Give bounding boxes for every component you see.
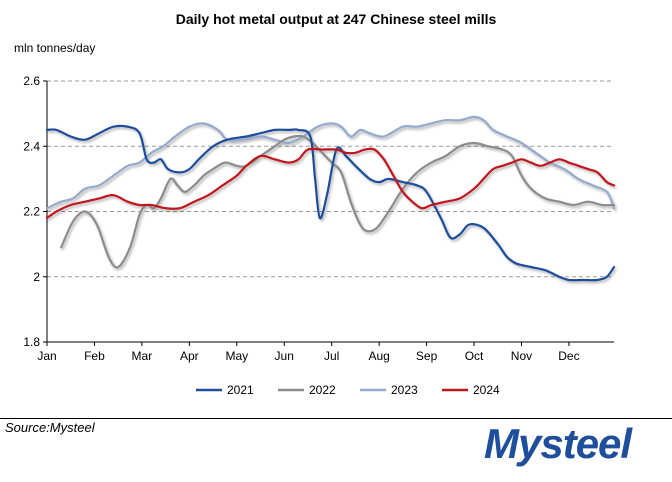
axes bbox=[43, 80, 614, 346]
logo-text: Mysteel bbox=[484, 420, 632, 467]
series-lines bbox=[45, 115, 616, 282]
source-divider bbox=[0, 418, 672, 419]
x-tick-label: May bbox=[225, 349, 248, 363]
x-tick-label: Aug bbox=[368, 349, 389, 363]
legend-label-2022: 2022 bbox=[309, 383, 336, 397]
legend-label-2023: 2023 bbox=[391, 383, 418, 397]
x-tick-label: Jul bbox=[324, 349, 339, 363]
mysteel-logo: Mysteel bbox=[484, 420, 632, 468]
series-line-2024 bbox=[45, 147, 616, 220]
y-axis-unit-label: mln tonnes/day bbox=[14, 41, 95, 55]
series-line-2021 bbox=[45, 124, 616, 282]
y-tick-label: 1.8 bbox=[23, 335, 40, 349]
legend: 2021 2022 2023 2024 bbox=[196, 383, 500, 397]
x-tick-label: Dec bbox=[558, 349, 579, 363]
x-tick-label: Apr bbox=[180, 349, 199, 363]
series-line-2023 bbox=[45, 115, 616, 210]
series-line-2022 bbox=[60, 134, 616, 269]
y-tick-label: 2 bbox=[33, 270, 40, 284]
x-tick-label: Sep bbox=[416, 349, 438, 363]
x-tick-label: Oct bbox=[465, 349, 484, 363]
x-tick-label: Nov bbox=[511, 349, 532, 363]
x-tick-label: Mar bbox=[132, 349, 153, 363]
chart-title: Daily hot metal output at 247 Chinese st… bbox=[176, 11, 497, 27]
legend-label-2021: 2021 bbox=[227, 383, 254, 397]
y-tick-label: 2.4 bbox=[23, 139, 40, 153]
y-tick-labels: 1.8 2 2.2 2.4 2.6 bbox=[23, 74, 40, 349]
source-label: Source:Mysteel bbox=[5, 420, 95, 435]
x-tick-label: Jun bbox=[275, 349, 294, 363]
legend-label-2024: 2024 bbox=[473, 383, 500, 397]
chart-canvas: Daily hot metal output at 247 Chinese st… bbox=[14, 11, 616, 397]
y-tick-label: 2.6 bbox=[23, 74, 40, 88]
x-tick-label: Feb bbox=[84, 349, 105, 363]
y-tick-label: 2.2 bbox=[23, 205, 40, 219]
x-tick-labels: Jan Feb Mar Apr May Jun Jul Aug Sep Oct Nov Dec bbox=[37, 349, 579, 363]
x-tick-label: Jan bbox=[37, 349, 56, 363]
